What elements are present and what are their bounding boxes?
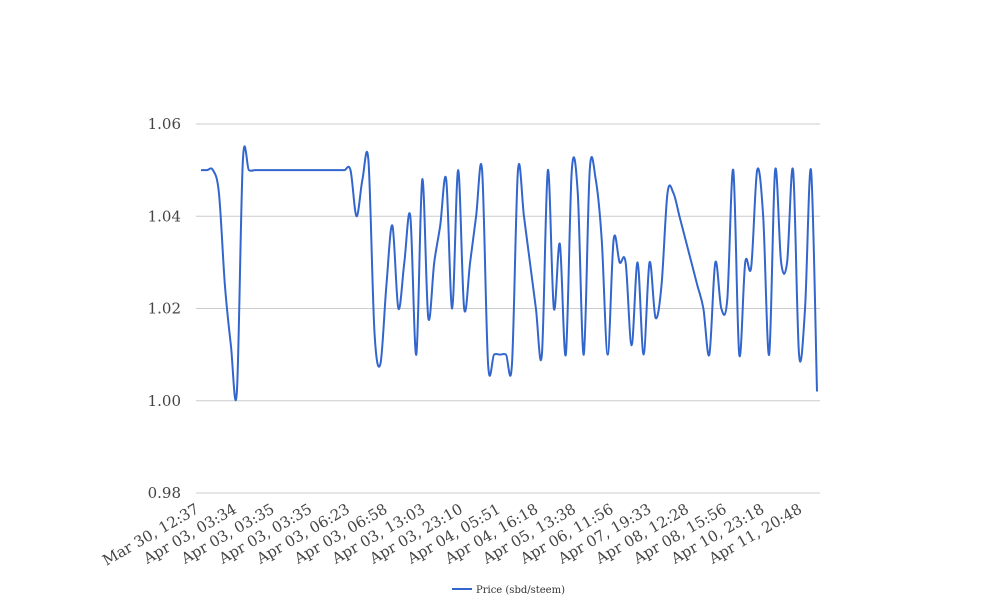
legend: Price (sbd/steem) [452, 585, 565, 596]
y-tick-label: 1.00 [148, 392, 181, 410]
gridlines [196, 123, 820, 494]
y-tick-label: 1.04 [148, 207, 181, 225]
y-tick-label: 1.02 [148, 300, 181, 318]
series-lines [201, 145, 818, 402]
y-axis-tick-labels: 0.98 1.00 1.02 1.04 1.06 [148, 115, 181, 502]
legend-label: Price (sbd/steem) [476, 585, 565, 596]
y-tick-label: 0.98 [148, 484, 181, 502]
y-tick-label: 1.06 [148, 115, 181, 133]
series-line-0 [201, 145, 818, 402]
